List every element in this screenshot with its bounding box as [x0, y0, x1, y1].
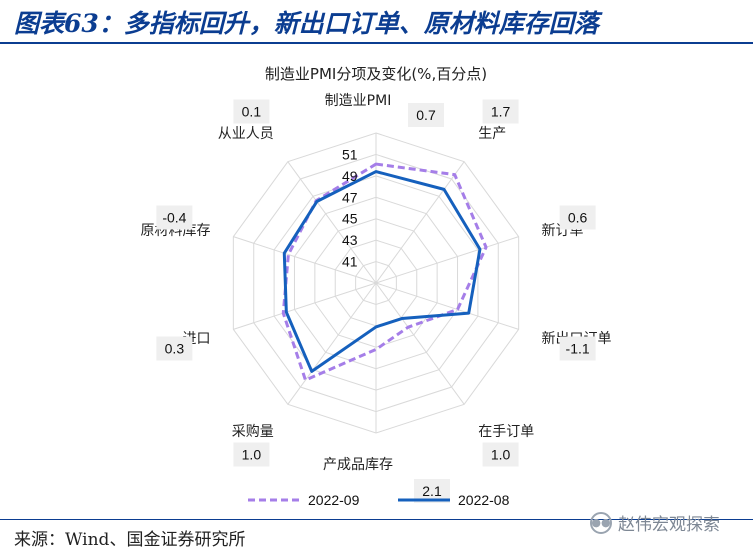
watermark: ●● 赵伟宏观探索: [590, 510, 720, 535]
legend-label: 2022-09: [308, 492, 360, 508]
change-value: -0.4: [162, 209, 186, 225]
change-value: 0.7: [416, 107, 436, 123]
legend-label: 2022-08: [458, 492, 510, 508]
change-value: -1.1: [566, 341, 590, 357]
grid-spoke: [375, 236, 519, 284]
change-value: 0.1: [242, 103, 262, 119]
change-box: [156, 336, 193, 361]
grid-spoke: [287, 161, 377, 284]
change-box: [156, 205, 193, 230]
change-box: [482, 442, 519, 467]
change-box: [482, 99, 519, 124]
chart-title: 制造业PMI分项及变化(%,百分点): [265, 65, 487, 83]
change-box: [233, 99, 270, 124]
source-note: 来源：Wind、国金证券研究所: [14, 530, 246, 550]
change-value: 1.0: [242, 447, 262, 463]
axis-label: 从业人员: [218, 126, 274, 142]
change-value: 0.6: [568, 209, 588, 225]
change-box: [408, 103, 444, 127]
change-box: [559, 205, 596, 230]
series-line-2022-09: [281, 162, 488, 382]
change-value: 2.1: [422, 483, 442, 499]
axis-label: 产成品库存: [323, 457, 393, 473]
grid-spoke: [233, 282, 377, 330]
tick-label: 49: [342, 168, 358, 184]
grid-spoke: [375, 161, 465, 284]
change-box: [559, 336, 596, 361]
tick-label: 45: [342, 211, 358, 227]
grid-spoke: [375, 282, 465, 405]
tick-label: 41: [342, 254, 358, 270]
tick-label: 47: [342, 189, 358, 205]
grid-spoke: [233, 236, 377, 284]
series-line-2022-08: [282, 170, 482, 373]
footer-divider: [0, 519, 753, 520]
axis-label: 制造业PMI: [325, 93, 392, 109]
tick-label: 43: [342, 232, 358, 248]
grid-spoke: [287, 282, 377, 405]
tick-label: 51: [342, 146, 358, 162]
axis-label: 生产: [478, 126, 506, 142]
axis-label: 在手订单: [478, 424, 534, 440]
axis-label: 采购量: [232, 424, 274, 440]
header: 图表63：多指标回升，新出口订单、原材料库存回落: [0, 0, 753, 44]
change-value: 1.7: [491, 103, 511, 119]
change-value: 0.3: [165, 341, 185, 357]
wechat-icon: ●●: [590, 511, 612, 534]
watermark-text: 赵伟宏观探索: [618, 515, 720, 535]
figure-title: 图表63：多指标回升，新出口订单、原材料库存回落: [14, 9, 599, 38]
change-value: 1.0: [491, 447, 511, 463]
grid-spoke: [375, 282, 519, 330]
change-box: [233, 442, 270, 467]
header-divider: [0, 42, 753, 44]
